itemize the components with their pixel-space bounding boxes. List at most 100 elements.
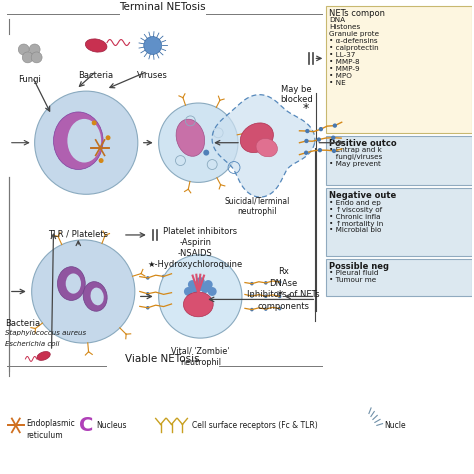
Circle shape (201, 284, 210, 293)
Circle shape (18, 44, 29, 55)
Text: -Aspirin: -Aspirin (179, 238, 211, 247)
Text: Negative oute: Negative oute (329, 191, 396, 201)
Text: Inhibitors of NETs: Inhibitors of NETs (247, 291, 320, 300)
Text: • Entrap and k: • Entrap and k (329, 147, 382, 153)
Circle shape (188, 280, 197, 289)
Circle shape (22, 52, 33, 63)
Ellipse shape (66, 273, 81, 294)
Circle shape (184, 287, 193, 296)
Text: • ↑mortality in: • ↑mortality in (329, 220, 383, 227)
Circle shape (146, 292, 149, 296)
Text: ★-Hydroxychloroquine: ★-Hydroxychloroquine (148, 260, 243, 269)
Text: -NSAIDS: -NSAIDS (178, 249, 213, 258)
Text: Positive outco: Positive outco (329, 139, 397, 148)
Text: • MMP-9: • MMP-9 (329, 66, 360, 72)
Ellipse shape (256, 138, 277, 157)
Text: • calprotectin: • calprotectin (329, 45, 379, 51)
Circle shape (32, 240, 135, 343)
Circle shape (144, 36, 162, 55)
Text: reticulum: reticulum (27, 431, 64, 440)
Text: • Endo and ep: • Endo and ep (329, 200, 381, 206)
Circle shape (329, 146, 334, 150)
Circle shape (305, 127, 310, 131)
Circle shape (250, 308, 254, 311)
Circle shape (203, 150, 209, 155)
Text: C: C (79, 416, 93, 435)
Ellipse shape (57, 267, 85, 301)
Text: Vital/ 'Zombie': Vital/ 'Zombie' (171, 346, 229, 355)
Text: Granule prote: Granule prote (329, 31, 379, 37)
Circle shape (303, 151, 308, 155)
Text: May be: May be (281, 85, 312, 94)
Circle shape (29, 44, 40, 55)
Ellipse shape (85, 39, 107, 52)
Circle shape (264, 294, 267, 298)
Text: Staphylococcus aureus: Staphylococcus aureus (5, 330, 86, 336)
Circle shape (162, 292, 165, 296)
Circle shape (334, 122, 338, 127)
Text: Terminal NETosis: Terminal NETosis (119, 2, 206, 12)
Circle shape (162, 305, 165, 309)
Ellipse shape (91, 288, 104, 305)
Circle shape (319, 126, 324, 130)
Text: • May prevent: • May prevent (329, 161, 381, 167)
Circle shape (106, 135, 110, 140)
Circle shape (146, 276, 149, 280)
Circle shape (264, 307, 267, 311)
Text: *: * (276, 289, 283, 301)
Text: *: * (302, 102, 309, 115)
Text: Nucle: Nucle (384, 421, 405, 430)
Text: • NE: • NE (329, 80, 346, 86)
Text: DNA: DNA (329, 17, 346, 23)
Circle shape (264, 281, 267, 285)
Ellipse shape (83, 282, 107, 311)
Text: Viable NETosis: Viable NETosis (125, 354, 200, 364)
Text: Suicidal/Terminal: Suicidal/Terminal (224, 196, 290, 205)
Text: • MPO: • MPO (329, 73, 352, 79)
Text: Endoplasmic: Endoplasmic (27, 419, 75, 428)
Circle shape (146, 306, 149, 310)
Text: Cell surface receptors (Fc & TLR): Cell surface receptors (Fc & TLR) (192, 421, 318, 430)
Text: DNAse: DNAse (270, 279, 298, 288)
Ellipse shape (67, 119, 101, 163)
Circle shape (278, 280, 282, 284)
Text: • Microbial bio: • Microbial bio (329, 228, 382, 234)
Circle shape (250, 294, 254, 298)
FancyBboxPatch shape (326, 259, 472, 296)
Ellipse shape (240, 123, 273, 153)
Circle shape (208, 287, 217, 296)
Circle shape (35, 91, 138, 194)
Text: • Chronic infla: • Chronic infla (329, 214, 381, 219)
Text: TLR / Platelets: TLR / Platelets (48, 230, 108, 239)
Circle shape (159, 255, 242, 338)
Circle shape (333, 142, 337, 146)
Ellipse shape (183, 292, 213, 317)
Text: Nucleus: Nucleus (96, 421, 127, 430)
Text: • Pleural fluid: • Pleural fluid (329, 270, 379, 276)
Text: Platelet inhibitors: Platelet inhibitors (163, 227, 237, 236)
Ellipse shape (37, 352, 50, 360)
Text: • LL-37: • LL-37 (329, 52, 356, 58)
Polygon shape (212, 95, 315, 197)
Text: • MMP-8: • MMP-8 (329, 59, 360, 65)
Text: • ↑viscosity of: • ↑viscosity of (329, 207, 383, 213)
Circle shape (31, 52, 42, 63)
Circle shape (191, 284, 200, 293)
Text: • Tumour me: • Tumour me (329, 277, 376, 283)
Circle shape (204, 280, 213, 289)
Ellipse shape (176, 119, 205, 156)
Text: components: components (258, 302, 310, 311)
Text: neutrophil: neutrophil (180, 358, 221, 367)
Circle shape (99, 158, 104, 163)
Text: Rx: Rx (278, 267, 289, 276)
Circle shape (304, 142, 309, 146)
Text: Possible neg: Possible neg (329, 262, 389, 271)
Text: Escherichia coli: Escherichia coli (5, 341, 59, 347)
Text: neutrophil: neutrophil (237, 207, 277, 216)
Text: Viruses: Viruses (137, 71, 168, 80)
Text: Bacteria: Bacteria (79, 71, 114, 80)
Text: NETs compon: NETs compon (329, 9, 385, 18)
Circle shape (162, 274, 165, 278)
Circle shape (278, 295, 282, 298)
Ellipse shape (54, 112, 103, 170)
